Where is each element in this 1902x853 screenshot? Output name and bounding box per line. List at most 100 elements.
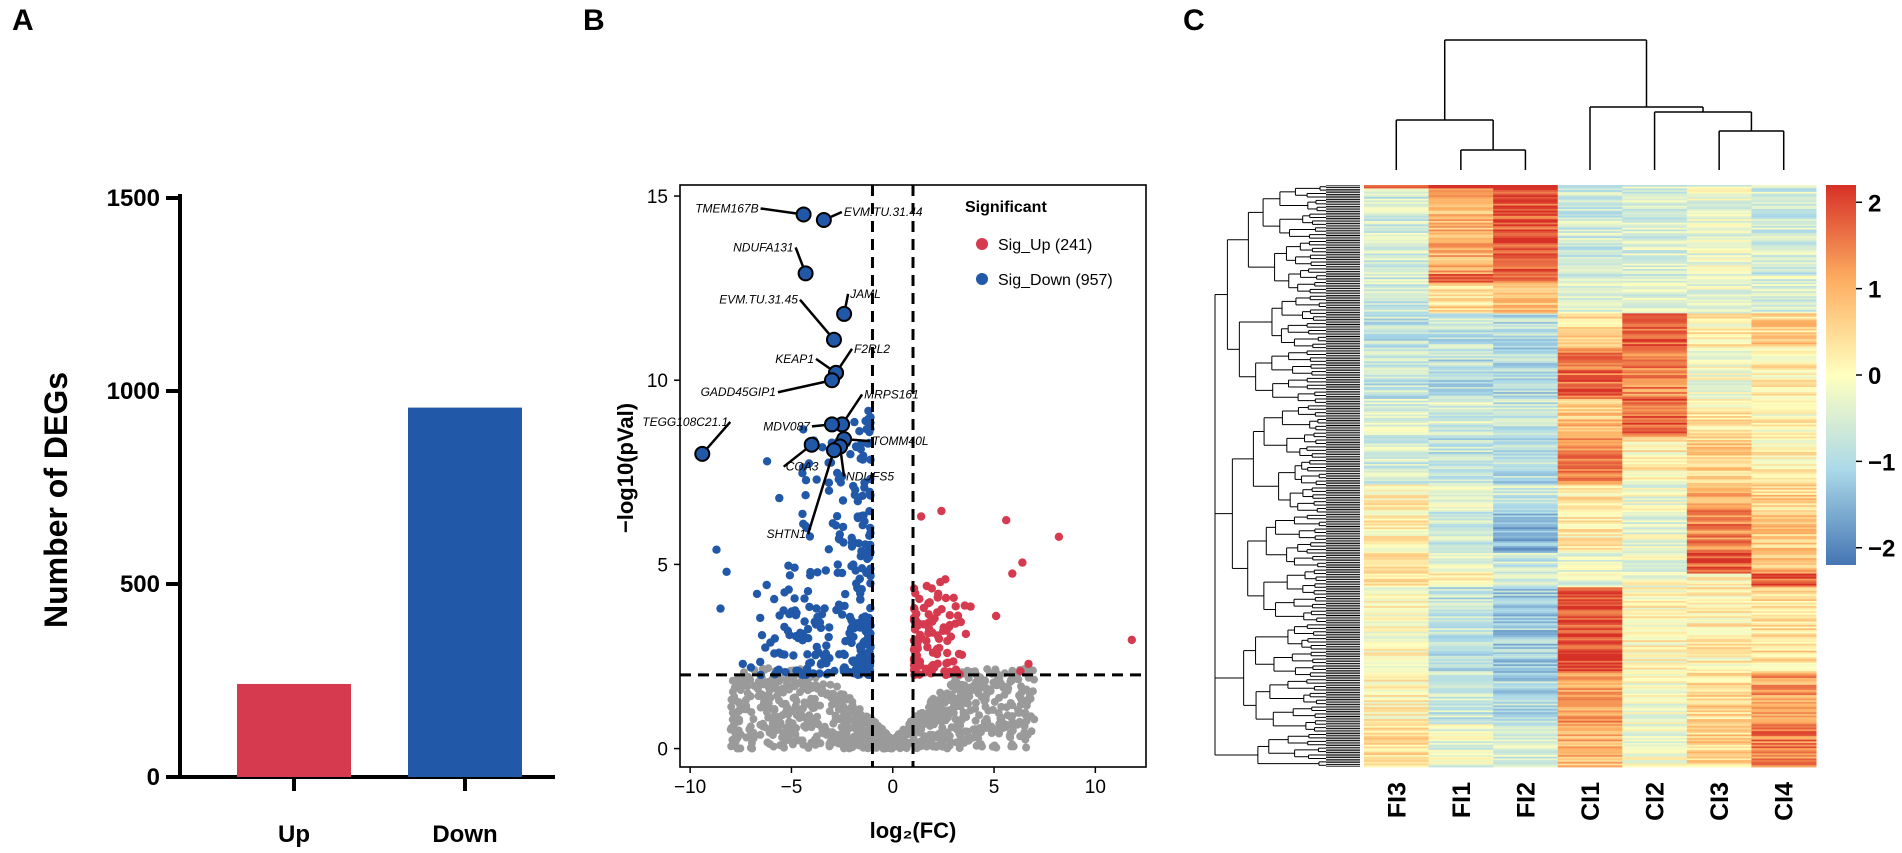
heatmap-cell [1686,746,1752,749]
heatmap-cell [1428,405,1494,408]
heatmap-cell [1751,294,1817,297]
heatmap-cell [1751,185,1817,188]
heatmap-cell [1493,238,1559,241]
heatmap-cell [1364,734,1430,737]
heatmap-cell [1751,758,1817,761]
heatmap-cell [1751,578,1817,581]
x-tick-label: 0 [887,777,898,798]
heatmap-cell [1493,578,1559,581]
heatmap-cell [1686,558,1752,561]
heatmap-cell [1428,537,1494,540]
heatmap-cell [1751,375,1817,378]
heatmap-cell [1364,291,1430,294]
heatmap-cell [1493,482,1559,485]
heatmap-cell [1686,710,1752,713]
heatmap-cell [1686,215,1752,218]
heatmap-cell [1364,539,1430,542]
heatmap-cell [1686,695,1752,698]
sig-down-point [858,491,867,500]
heatmap-column-labels: FI3 FI1 FI2 CI1 CI2 CI3 CI4 [1383,782,1798,821]
heatmap-cell [1364,486,1430,489]
heatmap-cell [1428,457,1494,460]
heatmap-cell [1428,464,1494,467]
heatmap-cell [1364,352,1430,355]
heatmap-cell [1686,434,1752,438]
heatmap-cell [1364,724,1430,727]
heatmap-cell [1364,303,1430,306]
heatmap-cell [1493,660,1559,663]
heatmap-cell [1364,333,1430,337]
sig-down-point [811,651,820,660]
heatmap-cell [1622,220,1688,224]
heatmap-cell [1686,636,1752,640]
heatmap-cell [1751,683,1817,686]
heatmap-cell [1557,345,1623,349]
gene-label: SHTN1 [767,527,806,541]
heatmap-cell [1557,202,1623,205]
heatmap-cell [1686,595,1752,598]
heatmap-cell [1686,409,1752,412]
heatmap-cell [1493,381,1559,384]
heatmap-cell [1493,450,1559,453]
heatmap-cell [1751,335,1817,338]
heatmap-cell [1686,648,1752,651]
heatmap-cell [1364,513,1430,516]
heatmap-cell [1428,450,1494,453]
heatmap-cell [1557,357,1623,360]
heatmap-cell [1557,438,1623,441]
sig-down-point [835,603,844,612]
heatmap-cell [1686,263,1752,266]
heatmap-cell [1493,270,1559,273]
ns-point [969,725,978,734]
heatmap-cell [1751,518,1817,521]
heatmap-cell [1557,238,1623,241]
heatmap-cell [1428,624,1494,628]
heatmap-cell [1751,342,1817,345]
heatmap-cell [1493,638,1559,641]
heatmap-cell [1557,323,1623,326]
ns-point [990,697,999,706]
heatmap-cell [1557,630,1623,633]
heatmap-cell [1557,287,1623,290]
ns-point [959,708,968,717]
heatmap-cell [1686,686,1752,689]
heatmap-cell [1493,493,1559,496]
heatmap-cell [1557,761,1623,764]
heatmap-cell [1493,642,1559,645]
heatmap-cell [1364,761,1430,764]
heatmap-cell [1686,570,1752,573]
heatmap-cell [1686,700,1752,703]
heatmap-cell [1622,518,1688,521]
heatmap-cell [1493,186,1559,189]
heatmap-cell [1493,541,1559,544]
heatmap-cell [1622,731,1688,734]
heatmap-cell [1751,212,1817,215]
heatmap-cell [1622,688,1688,691]
heatmap-cell [1428,693,1494,696]
heatmap-cell [1428,448,1494,451]
heatmap-cell [1364,219,1430,222]
ns-point [1006,677,1015,686]
heatmap-cell [1364,558,1430,561]
heatmap-cell [1364,431,1430,434]
heatmap-cell [1622,453,1688,456]
ns-point [921,732,929,741]
heatmap-cell [1428,335,1494,338]
heatmap-cell [1622,397,1688,400]
heatmap-cell [1686,205,1752,208]
heatmap-cell [1557,621,1623,624]
heatmap-cell [1751,410,1817,414]
ns-point [766,693,775,702]
heatmap-cell [1557,626,1623,629]
heatmap-cell [1364,688,1430,691]
heatmap-cell [1686,366,1752,369]
heatmap-cell [1622,190,1688,193]
heatmap-cell [1622,272,1688,275]
sig-down-point [801,476,811,485]
heatmap-cell [1557,316,1623,319]
heatmap-cell [1557,188,1623,191]
heatmap-cell [1428,392,1494,395]
heatmap-cell [1428,529,1494,532]
sig-down-point [813,568,822,577]
heatmap-cell [1751,732,1817,735]
